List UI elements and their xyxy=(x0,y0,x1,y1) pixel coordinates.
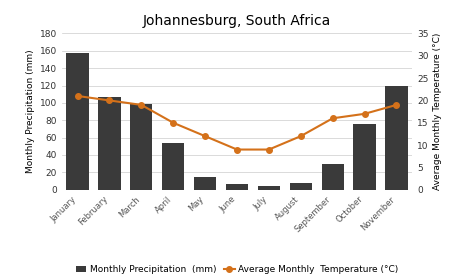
Bar xyxy=(385,86,408,190)
Y-axis label: Average Monthly Temperature (°C): Average Monthly Temperature (°C) xyxy=(433,33,442,190)
Bar xyxy=(258,186,280,190)
Y-axis label: Monthly Precipitation (mm): Monthly Precipitation (mm) xyxy=(27,50,36,174)
Bar xyxy=(98,97,120,190)
Bar xyxy=(194,177,216,190)
Title: Johannesburg, South Africa: Johannesburg, South Africa xyxy=(143,14,331,28)
Bar xyxy=(162,143,184,190)
Bar xyxy=(130,104,153,190)
Legend: Monthly Precipitation  (mm), Average Monthly  Temperature (°C): Monthly Precipitation (mm), Average Mont… xyxy=(75,266,399,275)
Bar xyxy=(290,183,312,190)
Bar xyxy=(226,184,248,190)
Bar xyxy=(66,54,89,190)
Bar xyxy=(354,124,376,190)
Bar xyxy=(321,164,344,190)
